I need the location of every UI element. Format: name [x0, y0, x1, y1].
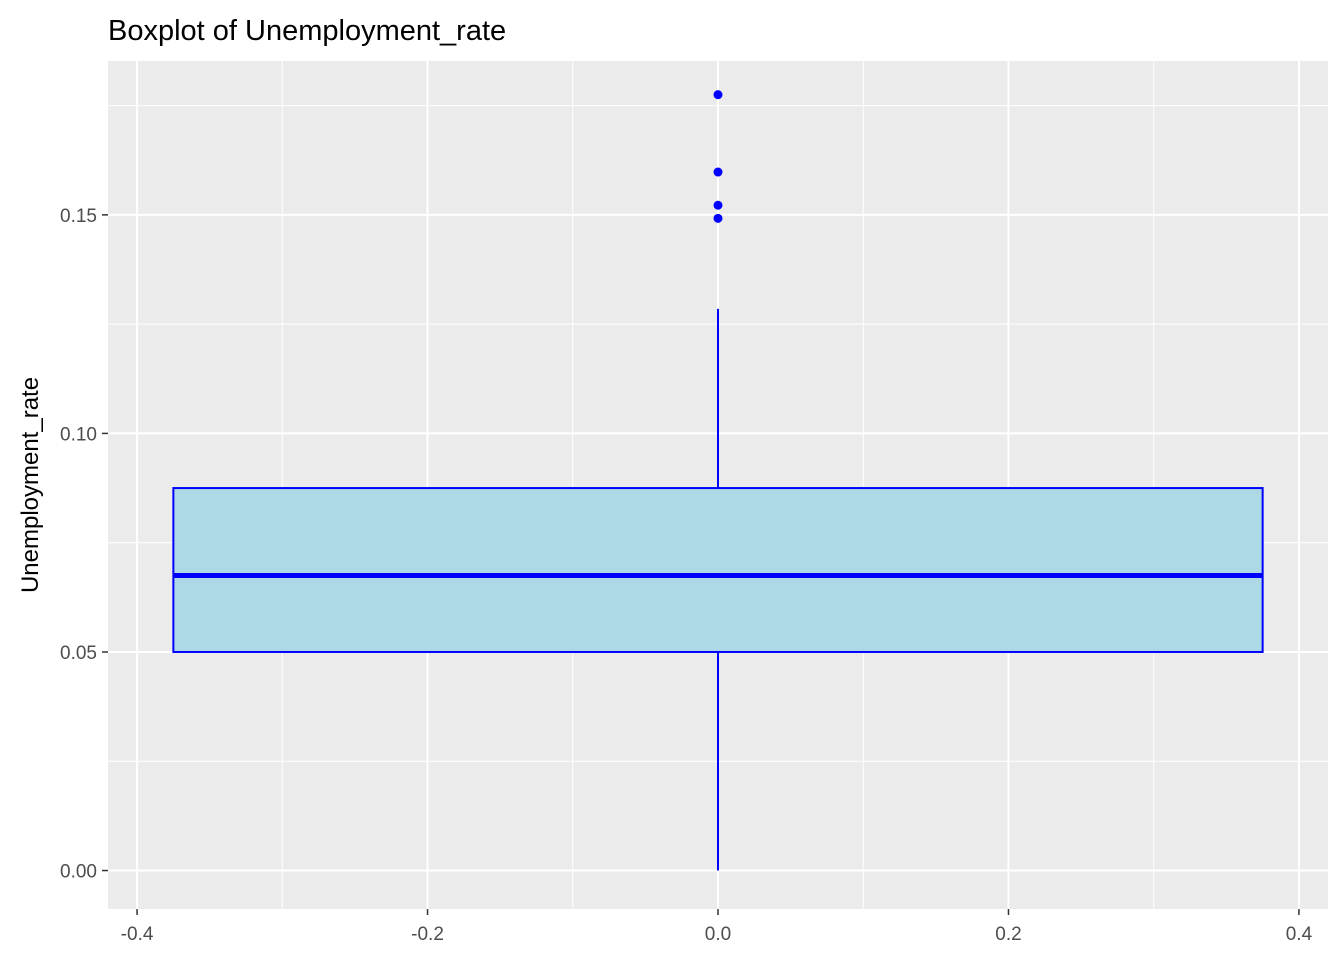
chart-title: Boxplot of Unemployment_rate [108, 15, 506, 47]
x-tick-label: 0.0 [705, 924, 731, 945]
outlier-point [713, 90, 723, 100]
y-tick-label: 0.00 [60, 862, 97, 883]
outlier-point [713, 213, 723, 223]
outlier-points [713, 90, 723, 223]
x-tick-label: 0.4 [1286, 924, 1313, 945]
iqr-box [172, 487, 1264, 653]
x-axis: -0.4 -0.2 0.0 0.2 0.4 [121, 909, 1313, 945]
y-tick-label: 0.10 [60, 424, 97, 445]
outlier-point [713, 200, 723, 210]
y-tick-label: 0.15 [60, 206, 97, 227]
y-axis-title: Unemployment_rate [17, 377, 44, 593]
boxplot [172, 308, 1264, 871]
y-tick-label: 0.05 [60, 643, 97, 664]
x-tick-label: -0.4 [121, 924, 154, 945]
y-axis: 0.00 0.05 0.10 0.15 [60, 206, 108, 883]
x-tick-label: -0.2 [411, 924, 444, 945]
outlier-point [713, 167, 723, 177]
x-tick-label: 0.2 [995, 924, 1021, 945]
